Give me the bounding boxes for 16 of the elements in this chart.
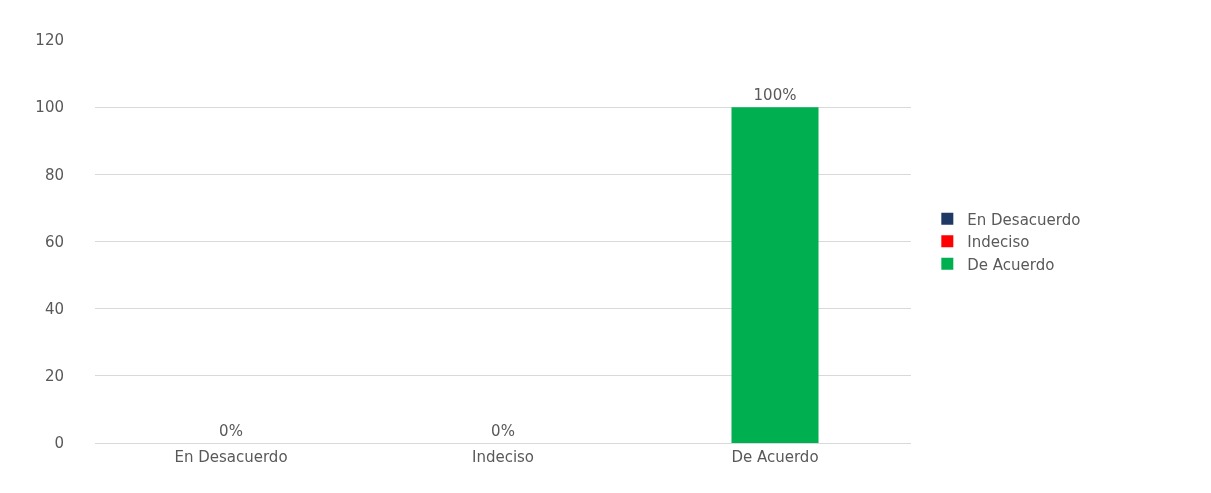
y-tick-label: 80 bbox=[44, 165, 64, 184]
y-tick-label: 120 bbox=[35, 31, 64, 50]
x-tick-label: En Desacuerdo bbox=[174, 448, 288, 466]
data-label: 100% bbox=[753, 86, 797, 105]
y-tick-label: 20 bbox=[44, 367, 64, 386]
y-tick-label: 0 bbox=[54, 434, 64, 453]
y-tick-label: 40 bbox=[44, 299, 64, 318]
y-tick-label: 60 bbox=[44, 232, 64, 251]
legend-label: En Desacuerdo bbox=[967, 210, 1081, 229]
y-tick-label: 100 bbox=[35, 98, 64, 117]
legend-label: De Acuerdo bbox=[967, 255, 1055, 274]
data-label: 0% bbox=[491, 422, 515, 440]
legend-label: Indeciso bbox=[967, 233, 1030, 252]
x-tick-label: Indeciso bbox=[471, 448, 535, 466]
data-label: 0% bbox=[219, 422, 243, 440]
x-tick-label: De Acuerdo bbox=[731, 448, 819, 466]
